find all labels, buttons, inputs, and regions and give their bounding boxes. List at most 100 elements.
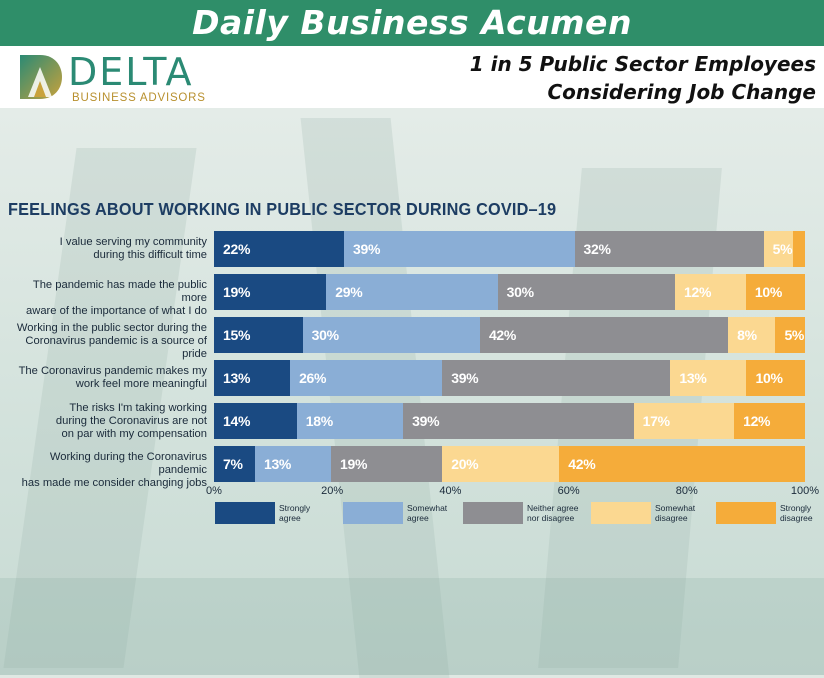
bar-somewhat-disagree [670,360,747,396]
bar-value-label: 39% [353,241,381,257]
category-label-line: The Coronavirus pandemic makes my [18,365,207,377]
bar-value-label: 29% [335,284,363,300]
bar-somewhat-agree [344,231,575,267]
bar-somewhat-disagree [728,317,776,353]
category-label-line: has made me consider changing jobs [21,477,207,489]
headline-line-2: Considering Job Change [547,80,816,104]
legend-label-line: agree [407,513,429,523]
bar-strongly-disagree [559,446,805,482]
x-tick-label: 0% [206,485,222,497]
category-label-line: Coronavirus pandemic is a source of prid… [25,335,207,360]
category-label-line: aware of the importance of what I do [26,305,207,317]
bar-somewhat-agree [326,274,498,310]
category-label-line: The pandemic has made the public more [32,279,207,304]
category-label-line: during this difficult time [93,249,207,261]
bar-value-label: 39% [412,413,440,429]
bar-strongly-agree [214,403,297,439]
headline: 1 in 5 Public Sector Employees Consideri… [470,50,816,106]
bar-value-label: 13% [263,456,292,472]
bar-strongly-disagree [734,403,805,439]
legend-label-line: Somewhat [655,503,696,513]
bar-value-label: 39% [451,370,479,386]
bar-value-label: 13% [679,370,707,386]
bar-strongly-disagree [746,360,805,396]
bar-somewhat-disagree [763,231,794,267]
banner-title: Daily Business Acumen [0,0,824,46]
legend-label: Strongly agree [279,503,349,523]
bar-value-label: 22% [223,241,251,257]
bar-somewhat-agree [296,403,404,439]
bar-strongly-disagree [745,274,805,310]
bar-somewhat-disagree [633,403,735,439]
legend-label-line: disagree [780,513,813,523]
bar-value-label: 15% [223,327,251,343]
bar-value-label: 14% [223,413,251,429]
x-tick-label: 100% [790,485,820,497]
x-tick-label: 20% [321,485,344,497]
category-label-line: on par with my compensation [61,427,207,440]
bar-value-label: 12% [683,284,712,300]
bar-neither [331,446,443,482]
legend-swatch-somewhat-agree [343,502,403,524]
bar-strongly-agree [214,274,327,310]
category-label-line: I value serving my community [59,236,207,248]
bar-value-label: 13% [223,370,251,386]
category-label: The Coronavirus pandemic makes my work fe… [6,365,207,391]
bar-neither [403,403,634,439]
category-label: The risks I'm taking working during the C… [6,402,207,441]
bar-somewhat-agree [302,317,480,353]
bar-strongly-agree [214,317,303,353]
legend-label-line: disagree [655,513,688,523]
delta-logo-icon [18,53,64,106]
category-label: The pandemic has made the public more awa… [6,279,207,318]
bar-neither [574,231,764,267]
bar-value-label: 42% [488,327,517,343]
background-ground [0,578,824,675]
x-tick-label: 80% [675,485,698,497]
bar-value-label: 26% [299,370,327,386]
legend-label: Neither agree nor disagree [527,503,597,523]
bar-value-label: 30% [506,284,534,300]
bar-value-label: 8% [737,327,757,343]
bar-value-label: 19% [223,284,251,300]
bar-strongly-disagree [775,317,805,353]
category-label-line: during the Coronavirus are not [55,414,207,427]
bar-value-label: 18% [305,413,333,429]
bar-strongly-agree [214,231,345,267]
bar-value-label: 5% [772,241,793,257]
bar-value-label: 42% [568,456,596,472]
bar-value-label: 5% [784,327,805,343]
legend-label: Somewhat agree [407,503,477,523]
logo-subtitle: BUSINESS ADVISORS [72,92,206,104]
category-label-line: Working in the public sector during the [16,322,207,334]
bar-somewhat-agree [290,360,443,396]
bar-value-label: 30% [311,327,339,343]
bar-value-label: 10% [755,370,783,386]
bar-value-label: 12% [743,413,771,429]
category-label: I value serving my community during this … [6,236,207,262]
legend-label-line: Neither agree [527,503,579,513]
legend-swatch-neither [463,502,523,524]
legend-label: Strongly disagree [780,503,824,523]
bar-somewhat-disagree [442,446,560,482]
logo-wordmark: DELTA [68,50,194,94]
legend-swatch-strongly-disagree [716,502,776,524]
headline-line-1: 1 in 5 Public Sector Employees [469,52,816,76]
legend-swatch-strongly-agree [215,502,275,524]
bar-value-label: 19% [340,456,368,472]
legend-label-line: nor disagree [527,513,575,523]
bar-strongly-agree [214,360,291,396]
category-label-line: The risks I'm taking working [69,401,207,414]
header: DELTA BUSINESS ADVISORS 1 in 5 Public Se… [0,46,824,108]
legend-label: Somewhat disagree [655,503,725,523]
bar-neither [479,317,729,353]
bar-somewhat-disagree [674,274,746,310]
legend-label-line: agree [279,513,301,523]
x-tick-label: 40% [439,485,462,497]
legend-label-line: Strongly [780,503,812,513]
bar-value-label: 7% [223,456,243,472]
legend-swatch-somewhat-disagree [591,502,651,524]
bar-somewhat-agree [254,446,332,482]
category-label: Working during the Coronavirus pandemic h… [6,451,207,490]
legend-label-line: Strongly [279,503,311,513]
